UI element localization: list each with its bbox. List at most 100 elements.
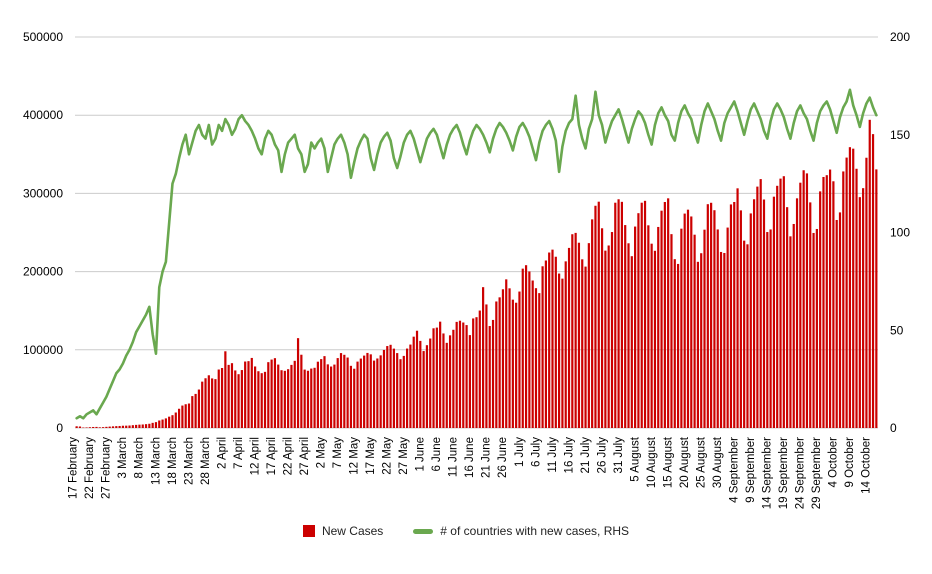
new-cases-bar	[620, 201, 623, 428]
new-cases-bar	[125, 425, 128, 428]
x-axis-tick-label: 17 February	[68, 437, 80, 499]
x-axis-tick-label: 16 July	[563, 437, 575, 474]
new-cases-bar	[660, 210, 663, 428]
x-axis-tick-label: 3 March	[117, 437, 129, 479]
new-cases-bar	[782, 176, 785, 428]
new-cases-bar	[356, 361, 359, 428]
new-cases-bar	[871, 134, 875, 428]
new-cases-bar	[759, 179, 762, 428]
new-cases-bar	[349, 365, 353, 428]
new-cases-bar	[538, 293, 541, 428]
x-axis-tick-label: 18 March	[167, 437, 179, 485]
new-cases-bar	[858, 197, 861, 428]
new-cases-bar	[260, 373, 263, 428]
new-cases-bar	[693, 234, 696, 428]
new-cases-bars	[75, 119, 878, 429]
legend-item-countries[interactable]: # of countries with new cases, RHS	[413, 524, 629, 538]
new-cases-bar	[247, 361, 250, 428]
new-cases-bar	[756, 186, 759, 428]
new-cases-bar	[445, 342, 448, 428]
new-cases-bar	[786, 207, 789, 428]
new-cases-bar	[805, 173, 809, 428]
new-cases-bar	[607, 245, 610, 428]
left-axis-tick-label: 100000	[23, 343, 63, 357]
new-cases-bar	[673, 259, 676, 428]
new-cases-bar	[138, 424, 141, 428]
right-axis-tick-label: 0	[890, 421, 897, 435]
new-cases-bar	[591, 219, 594, 428]
new-cases-bar	[128, 425, 131, 428]
x-axis-tick-label: 21 July	[580, 437, 592, 474]
new-cases-bar	[273, 358, 277, 428]
x-axis-tick-label: 11 June	[448, 437, 460, 477]
new-cases-bar	[505, 279, 508, 428]
left-axis-tick-label: 300000	[23, 186, 63, 200]
x-axis-tick-label: 12 May	[349, 437, 361, 475]
new-cases-bar	[429, 338, 432, 428]
x-axis-tick-label: 13 March	[150, 437, 162, 485]
x-axis-tick-label: 22 May	[382, 437, 394, 475]
new-cases-bar	[161, 419, 164, 428]
x-axis-tick-label: 27 May	[398, 437, 410, 475]
new-cases-bar	[277, 364, 280, 428]
legend-item-new-cases[interactable]: New Cases	[302, 524, 384, 538]
x-axis-tick-label: 4 September	[729, 437, 741, 503]
new-cases-bar	[151, 422, 154, 428]
new-cases-bar	[690, 216, 693, 428]
new-cases-bar	[577, 242, 581, 428]
new-cases-bar	[726, 227, 729, 428]
new-cases-bar	[862, 188, 865, 428]
new-cases-bar	[320, 359, 323, 428]
new-cases-bar	[326, 364, 329, 428]
new-cases-bar	[624, 225, 627, 428]
new-cases-bar	[303, 369, 306, 428]
new-cases-bar	[524, 265, 528, 428]
x-axis-tick-label: 26 July	[596, 437, 608, 474]
x-axis-tick-label: 28 March	[200, 437, 212, 485]
new-cases-bar	[415, 330, 419, 428]
new-cases-bar	[855, 168, 858, 428]
new-cases-bar	[465, 325, 468, 428]
new-cases-bar	[455, 321, 458, 428]
new-cases-bar	[300, 354, 303, 428]
new-cases-bar	[257, 371, 260, 428]
new-cases-bar	[838, 212, 842, 428]
new-cases-bar	[230, 363, 234, 428]
new-cases-bar	[95, 426, 98, 428]
x-axis-tick-label: 15 August	[662, 436, 674, 488]
x-axis-tick-label: 9 October	[844, 437, 856, 488]
legend: New Cases # of countries with new cases,…	[0, 524, 932, 538]
new-cases-bar	[515, 302, 518, 428]
new-cases-bar	[696, 261, 699, 428]
new-cases-bar	[435, 327, 438, 428]
new-cases-bar	[78, 426, 82, 428]
new-cases-bar	[792, 223, 795, 428]
new-cases-bar	[776, 185, 779, 428]
x-axis-tick-label: 14 October	[861, 437, 873, 494]
new-cases-bar	[439, 321, 442, 428]
new-cases-bar	[822, 176, 825, 428]
new-cases-bar	[617, 199, 620, 428]
new-cases-bar	[452, 329, 455, 428]
new-cases-bar	[868, 119, 871, 428]
new-cases-bar	[485, 304, 488, 428]
new-cases-bar	[88, 427, 91, 428]
new-cases-bar	[769, 229, 772, 428]
new-cases-bar	[191, 396, 194, 428]
new-cases-bar	[723, 252, 726, 428]
new-cases-bar	[706, 204, 709, 428]
new-cases-bar	[528, 271, 531, 428]
new-cases-bar	[296, 338, 300, 428]
x-axis-tick-label: 12 April	[249, 437, 261, 475]
right-axis-tick-label: 150	[890, 128, 910, 142]
new-cases-bar	[346, 357, 349, 428]
new-cases-bar	[832, 181, 835, 428]
legend-label-new-cases: New Cases	[321, 524, 384, 538]
new-cases-bar	[204, 378, 207, 428]
new-cases-bar	[141, 424, 144, 428]
new-cases-bar	[181, 405, 184, 428]
new-cases-bar	[594, 205, 597, 428]
new-cases-bar	[634, 226, 637, 428]
new-cases-bar	[293, 360, 296, 428]
new-cases-bar	[462, 322, 465, 428]
